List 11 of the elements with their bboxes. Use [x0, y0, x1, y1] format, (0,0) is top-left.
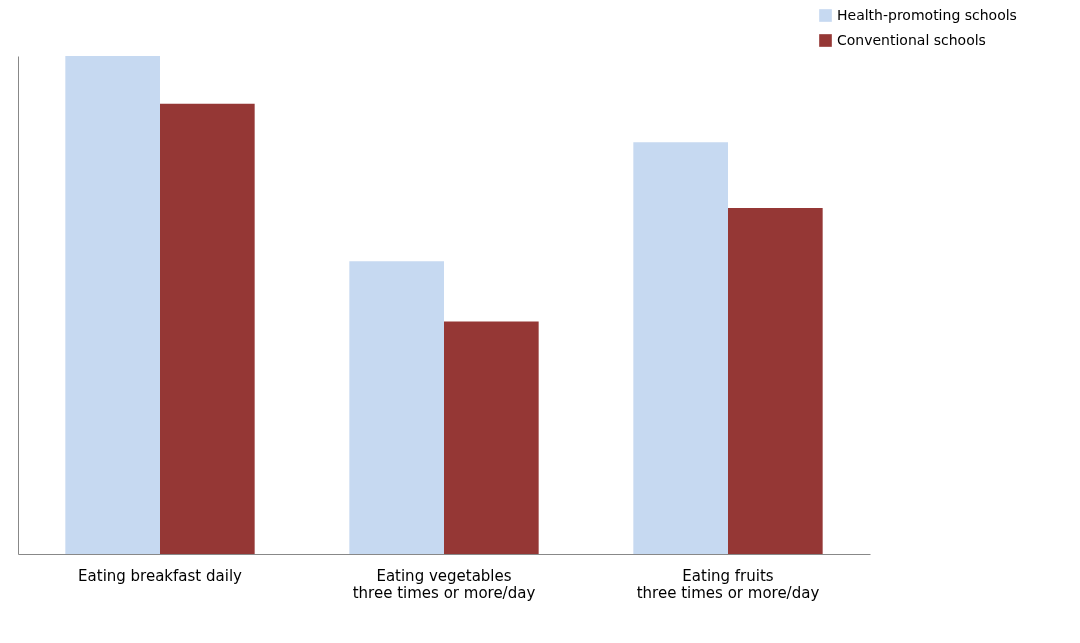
legend-label: Health-promoting schools: [837, 6, 1017, 23]
x-tick-label: Eating breakfast daily: [78, 566, 243, 585]
bar: [444, 321, 539, 554]
bar: [633, 142, 728, 554]
legend-label: Conventional schools: [837, 31, 986, 48]
bar: [728, 207, 823, 554]
bar: [349, 261, 444, 554]
bar: [65, 56, 160, 554]
bar: [160, 103, 255, 554]
x-tick-label: Eating vegetables three times or more/day: [352, 566, 536, 602]
x-tick-label: Eating fruits three times or more/day: [636, 566, 820, 602]
